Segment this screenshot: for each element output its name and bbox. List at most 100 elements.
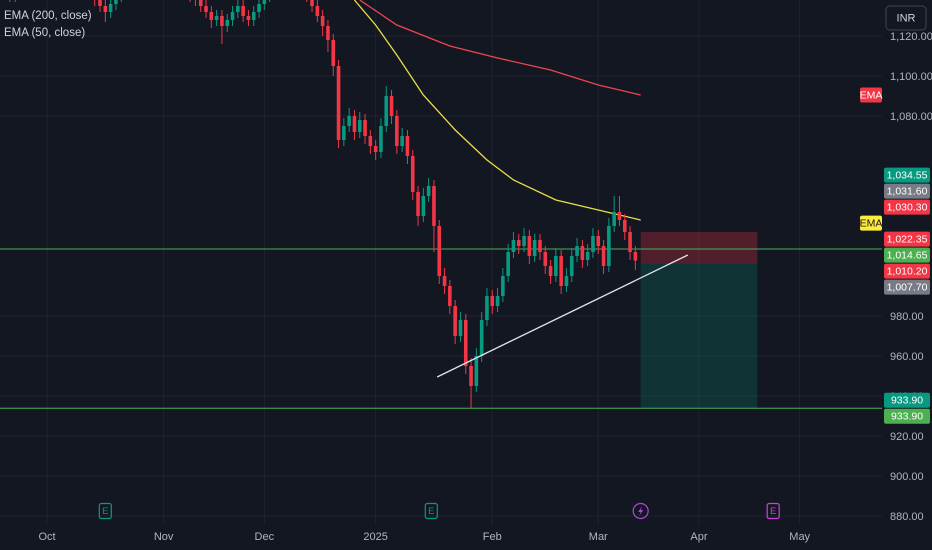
y-tick-label: 960.00 — [890, 351, 924, 363]
candle-body — [458, 320, 463, 336]
candle-body — [633, 252, 638, 261]
candle-body — [437, 226, 442, 276]
x-tick-label: Nov — [154, 531, 174, 543]
price-label-box — [884, 247, 930, 263]
ema-line — [353, 0, 641, 221]
candle-body — [532, 240, 537, 256]
candle-body — [220, 16, 224, 26]
grid — [0, 0, 882, 525]
candle-body — [236, 6, 240, 12]
candle-body — [251, 12, 256, 20]
candle-body — [347, 116, 351, 126]
price-label: 1,034.55 — [887, 169, 928, 181]
y-tick-label: 880.00 — [890, 511, 924, 523]
event-icon-bolt — [638, 506, 644, 516]
candle-body — [98, 0, 102, 6]
candle-body — [453, 306, 457, 336]
candle-body — [410, 156, 415, 192]
candle-body — [564, 276, 569, 286]
candle-body — [569, 256, 574, 276]
candle-body — [442, 276, 447, 286]
price-label-box — [860, 215, 882, 231]
candle-body — [554, 256, 558, 276]
price-label: EMA — [860, 217, 883, 229]
candle-body — [448, 286, 452, 306]
price-label-box — [884, 263, 930, 279]
y-tick-label: 920.00 — [890, 431, 924, 443]
candle-body — [108, 4, 113, 12]
y-tick-label: 1,080.00 — [890, 111, 932, 123]
ema-line — [359, 0, 641, 96]
candle-body — [596, 236, 601, 246]
price-label: EMA — [860, 89, 883, 101]
event-icon — [424, 502, 438, 520]
candle-body — [479, 320, 484, 356]
candle-body — [548, 266, 553, 276]
x-tick-label: Mar — [589, 531, 608, 543]
legend-label: EMA (200, close) — [4, 10, 92, 22]
price-label: 1,010.20 — [887, 265, 928, 277]
candle-body — [395, 116, 399, 146]
candle-body — [315, 6, 320, 16]
event-icon — [98, 502, 112, 520]
x-tick-label: Apr — [690, 531, 707, 543]
target-zone — [640, 264, 758, 409]
legend-label: EMA (50, close) — [4, 27, 85, 39]
candle-body — [262, 0, 267, 4]
y-tick-label: 1,120.00 — [890, 31, 932, 43]
price-label-box — [884, 392, 930, 408]
candle-body — [214, 16, 219, 20]
candle-body — [591, 236, 595, 252]
candle-body — [432, 186, 436, 226]
candle-body — [257, 4, 261, 12]
event-label: E — [770, 506, 776, 517]
candle-body — [501, 276, 505, 296]
candle-body — [230, 12, 235, 20]
candle-body — [373, 146, 378, 152]
candle-body — [516, 240, 521, 246]
candle-body — [495, 296, 500, 306]
candle-body — [617, 212, 622, 220]
currency-button[interactable] — [885, 5, 927, 31]
price-label: 933.90 — [891, 410, 923, 422]
candle-body — [585, 252, 590, 260]
candle-body — [198, 0, 203, 6]
price-label: 933.90 — [891, 394, 923, 406]
candle-body — [416, 192, 420, 216]
candle-body — [559, 256, 563, 286]
plot-area — [0, 0, 882, 409]
event-icon — [632, 502, 649, 520]
price-label-box — [884, 279, 930, 295]
candle-body — [601, 246, 606, 266]
candle-body — [342, 126, 346, 140]
candle-body — [575, 246, 579, 256]
candle-body — [628, 232, 632, 252]
candle-body — [114, 0, 118, 4]
price-label-box — [884, 167, 930, 183]
x-tick-label: Oct — [38, 531, 55, 543]
price-label: 1,031.60 — [887, 185, 928, 197]
candle-body — [331, 40, 336, 66]
x-tick-label: Feb — [483, 531, 502, 543]
price-label: 1,022.35 — [887, 233, 928, 245]
event-label: E — [102, 506, 108, 517]
candle-body — [352, 116, 357, 132]
price-label-box — [884, 183, 930, 199]
price-label-box — [884, 199, 930, 215]
currency-label: INR — [897, 12, 916, 24]
price-label-box — [884, 231, 930, 247]
candle-body — [384, 96, 389, 126]
y-tick-label: 1,100.00 — [890, 71, 932, 83]
candle-body — [326, 26, 330, 40]
candle-body — [336, 66, 341, 140]
candle-body — [612, 212, 616, 226]
overlays: EMA 1,034.55 1,031.60 1,030.30 EMA 1,022.35 1,… — [98, 87, 930, 520]
trend-line — [436, 254, 689, 378]
y-tick-label: 900.00 — [890, 471, 924, 483]
price-label-box — [884, 408, 930, 424]
event-label: E — [428, 506, 434, 517]
candle-body — [241, 6, 245, 16]
candle-body — [522, 236, 526, 246]
candle-body — [400, 136, 404, 146]
